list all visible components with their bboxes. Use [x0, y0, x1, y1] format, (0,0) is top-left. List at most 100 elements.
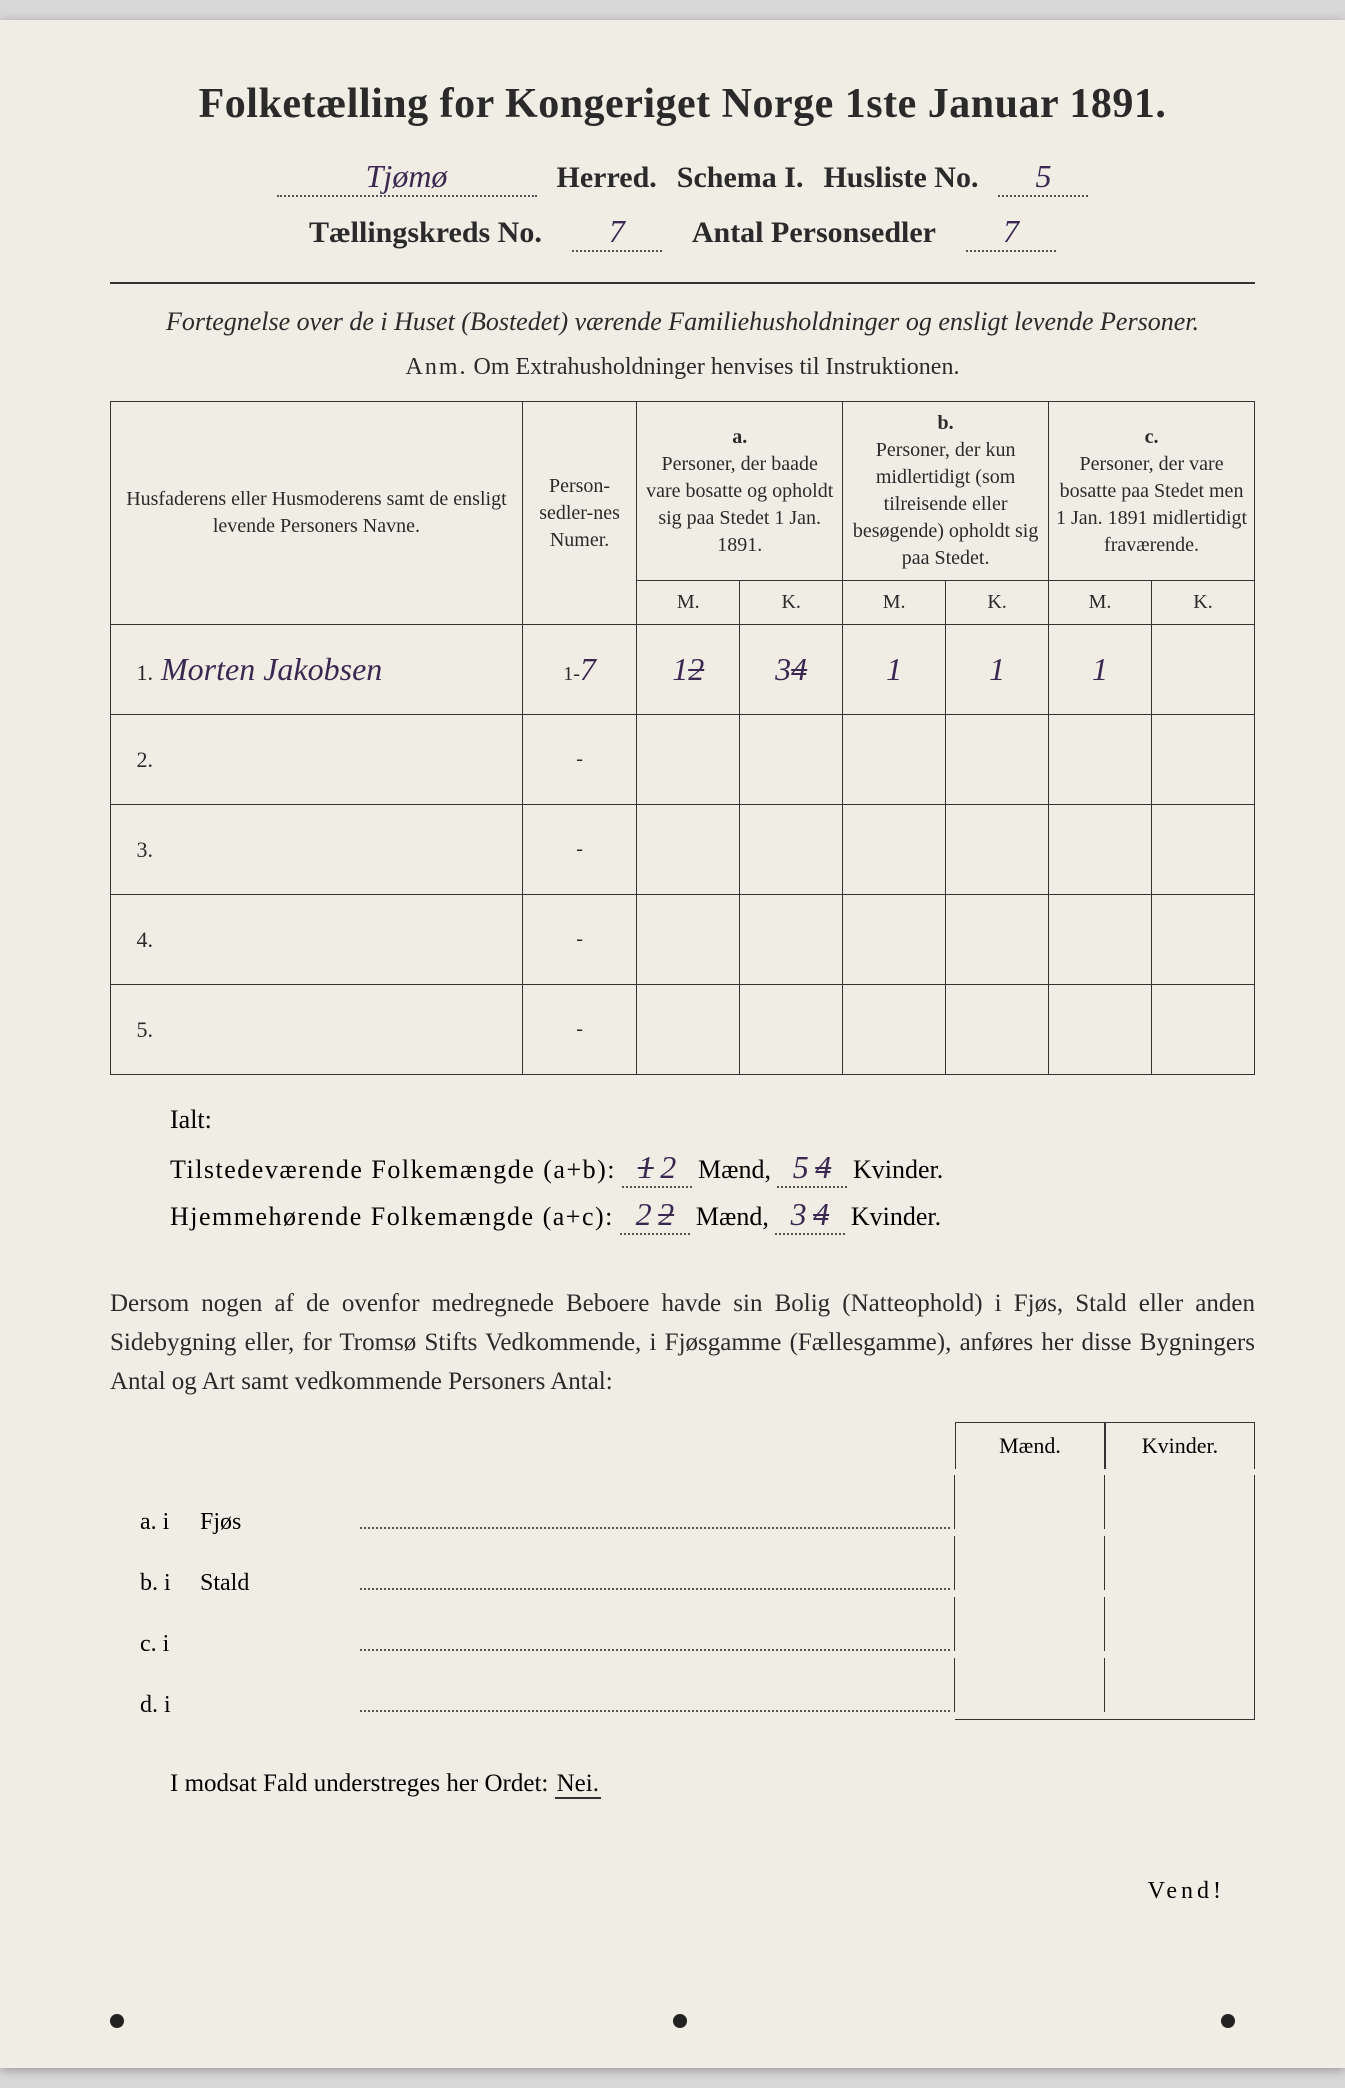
side-row-label: d. i — [110, 1692, 200, 1719]
anm-line: Anm. Om Extrahusholdninger henvises til … — [110, 354, 1255, 381]
col-c-m: M. — [1049, 581, 1152, 625]
nei-pre: I modsat Fald understreges her Ordet: — [170, 1770, 555, 1797]
maend-label-2: Mænd, — [696, 1202, 769, 1232]
summary1-m: 2 — [660, 1149, 676, 1185]
side-row-text: Stald — [200, 1570, 360, 1597]
side-row-label: a. i — [110, 1509, 200, 1536]
row-a-k — [740, 805, 843, 895]
row-numer-cell: - — [522, 895, 636, 985]
row-b-m — [843, 715, 946, 805]
col-b-header: b. Personer, der kun midlertidigt (som t… — [843, 402, 1049, 581]
page-title: Folketælling for Kongeriget Norge 1ste J… — [110, 80, 1255, 128]
summary2-m-field: 2 2 — [620, 1196, 690, 1235]
summary2-k: 3 — [791, 1196, 807, 1232]
row-name-cell: 1.Morten Jakobsen — [111, 625, 523, 715]
row-name-cell: 3. — [111, 805, 523, 895]
side-building-row: c. i — [110, 1597, 1255, 1658]
side-row-maend-box — [954, 1475, 1104, 1529]
punch-mark — [1221, 2014, 1235, 2028]
summary2-m-strike: 2 — [658, 1196, 674, 1232]
col-b-k: K. — [946, 581, 1049, 625]
kreds-value: 7 — [609, 213, 625, 249]
punch-mark — [673, 2014, 687, 2028]
row-a-m — [637, 805, 740, 895]
col-a-m: M. — [637, 581, 740, 625]
row-name-cell: 5. — [111, 985, 523, 1075]
side-row-kvinder-box — [1104, 1536, 1254, 1590]
col-c-text: Personer, der vare bosatte paa Stedet me… — [1055, 451, 1248, 559]
side-row-label: c. i — [110, 1631, 200, 1658]
summary1-label: Tilstedeværende Folkemængde (a+b): — [170, 1155, 616, 1185]
col-c-k: K. — [1152, 581, 1255, 625]
side-row-dots — [360, 1710, 950, 1712]
mk-header-row: Mænd. Kvinder. — [110, 1422, 1255, 1469]
table-row: 4.- — [111, 895, 1255, 985]
side-building-paragraph: Dersom nogen af de ovenfor medregnede Be… — [110, 1285, 1255, 1401]
col-name-header: Husfaderens eller Husmoderens samt de en… — [111, 402, 523, 625]
row-a-m — [637, 985, 740, 1075]
col-b-label: b. — [849, 410, 1042, 437]
side-row-kvinder-box — [1104, 1475, 1254, 1529]
summary2-m: 2 — [636, 1196, 652, 1232]
row-a-m: 12 — [637, 625, 740, 715]
kvinder-label: Kvinder. — [853, 1155, 943, 1185]
antal-value: 7 — [1003, 213, 1019, 249]
summary-line-2: Hjemmehørende Folkemængde (a+c): 2 2 Mæn… — [170, 1196, 1255, 1235]
side-row-kvinder-box — [1104, 1658, 1254, 1712]
summary-line-1: Tilstedeværende Folkemængde (a+b): 1 2 M… — [170, 1149, 1255, 1188]
anm-label: Anm. — [406, 354, 468, 380]
row-numer-cell: - — [522, 805, 636, 895]
row-b-k — [946, 715, 1049, 805]
col-b-text: Personer, der kun midlertidigt (som tilr… — [849, 437, 1042, 572]
census-table: Husfaderens eller Husmoderens samt de en… — [110, 401, 1255, 1075]
row-c-k — [1152, 625, 1255, 715]
husliste-label: Husliste No. — [823, 161, 978, 195]
schema-label: Schema I. — [677, 161, 804, 195]
row-numer-cell: - — [522, 985, 636, 1075]
husliste-value: 5 — [1035, 158, 1051, 194]
summary1-m-strike: 1 — [638, 1149, 654, 1185]
row-c-m — [1049, 985, 1152, 1075]
summary2-k-strike: 4 — [813, 1196, 829, 1232]
side-row-kvinder-box — [1104, 1597, 1254, 1651]
side-building-row: b. iStald — [110, 1536, 1255, 1597]
kvinder-label-2: Kvinder. — [851, 1202, 941, 1232]
row-b-k: 1 — [946, 625, 1049, 715]
row-b-k — [946, 805, 1049, 895]
row-c-k — [1152, 805, 1255, 895]
summary1-m-field: 1 2 — [622, 1149, 692, 1188]
maend-label: Mænd, — [698, 1155, 771, 1185]
col-numer-header: Person-sedler-nes Numer. — [522, 402, 636, 625]
row-numer-cell: 1-7 — [522, 625, 636, 715]
row-a-k: 34 — [740, 625, 843, 715]
row-numer-cell: - — [522, 715, 636, 805]
row-b-m — [843, 805, 946, 895]
row-a-k — [740, 985, 843, 1075]
summary1-k-field: 5 4 — [777, 1149, 847, 1188]
side-row-maend-box — [954, 1658, 1104, 1712]
nei-word: Nei. — [555, 1770, 601, 1799]
col-a-header: a. Personer, der baade vare bosatte og o… — [637, 402, 843, 581]
census-form-page: Folketælling for Kongeriget Norge 1ste J… — [0, 20, 1345, 2068]
side-list-bottom-border — [955, 1719, 1255, 1720]
col-c-label: c. — [1055, 424, 1248, 451]
table-row: 5.- — [111, 985, 1255, 1075]
side-row-dots — [360, 1588, 950, 1590]
side-row-dots — [360, 1649, 950, 1651]
row-a-k — [740, 895, 843, 985]
row-b-m — [843, 895, 946, 985]
herred-value: Tjømø — [366, 158, 448, 194]
summary2-label: Hjemmehørende Folkemængde (a+c): — [170, 1202, 614, 1232]
row-a-m — [637, 715, 740, 805]
table-row: 1.Morten Jakobsen1-71234111 — [111, 625, 1255, 715]
antal-field: 7 — [966, 213, 1056, 252]
table-row: 3.- — [111, 805, 1255, 895]
col-a-text: Personer, der baade vare bosatte og opho… — [643, 451, 836, 559]
side-row-maend-box — [954, 1597, 1104, 1651]
kreds-field: 7 — [572, 213, 662, 252]
mk-kvinder: Kvinder. — [1105, 1422, 1255, 1469]
row-b-k — [946, 895, 1049, 985]
col-a-label: a. — [643, 424, 836, 451]
husliste-field: 5 — [998, 158, 1088, 197]
side-building-row: d. i — [110, 1658, 1255, 1719]
